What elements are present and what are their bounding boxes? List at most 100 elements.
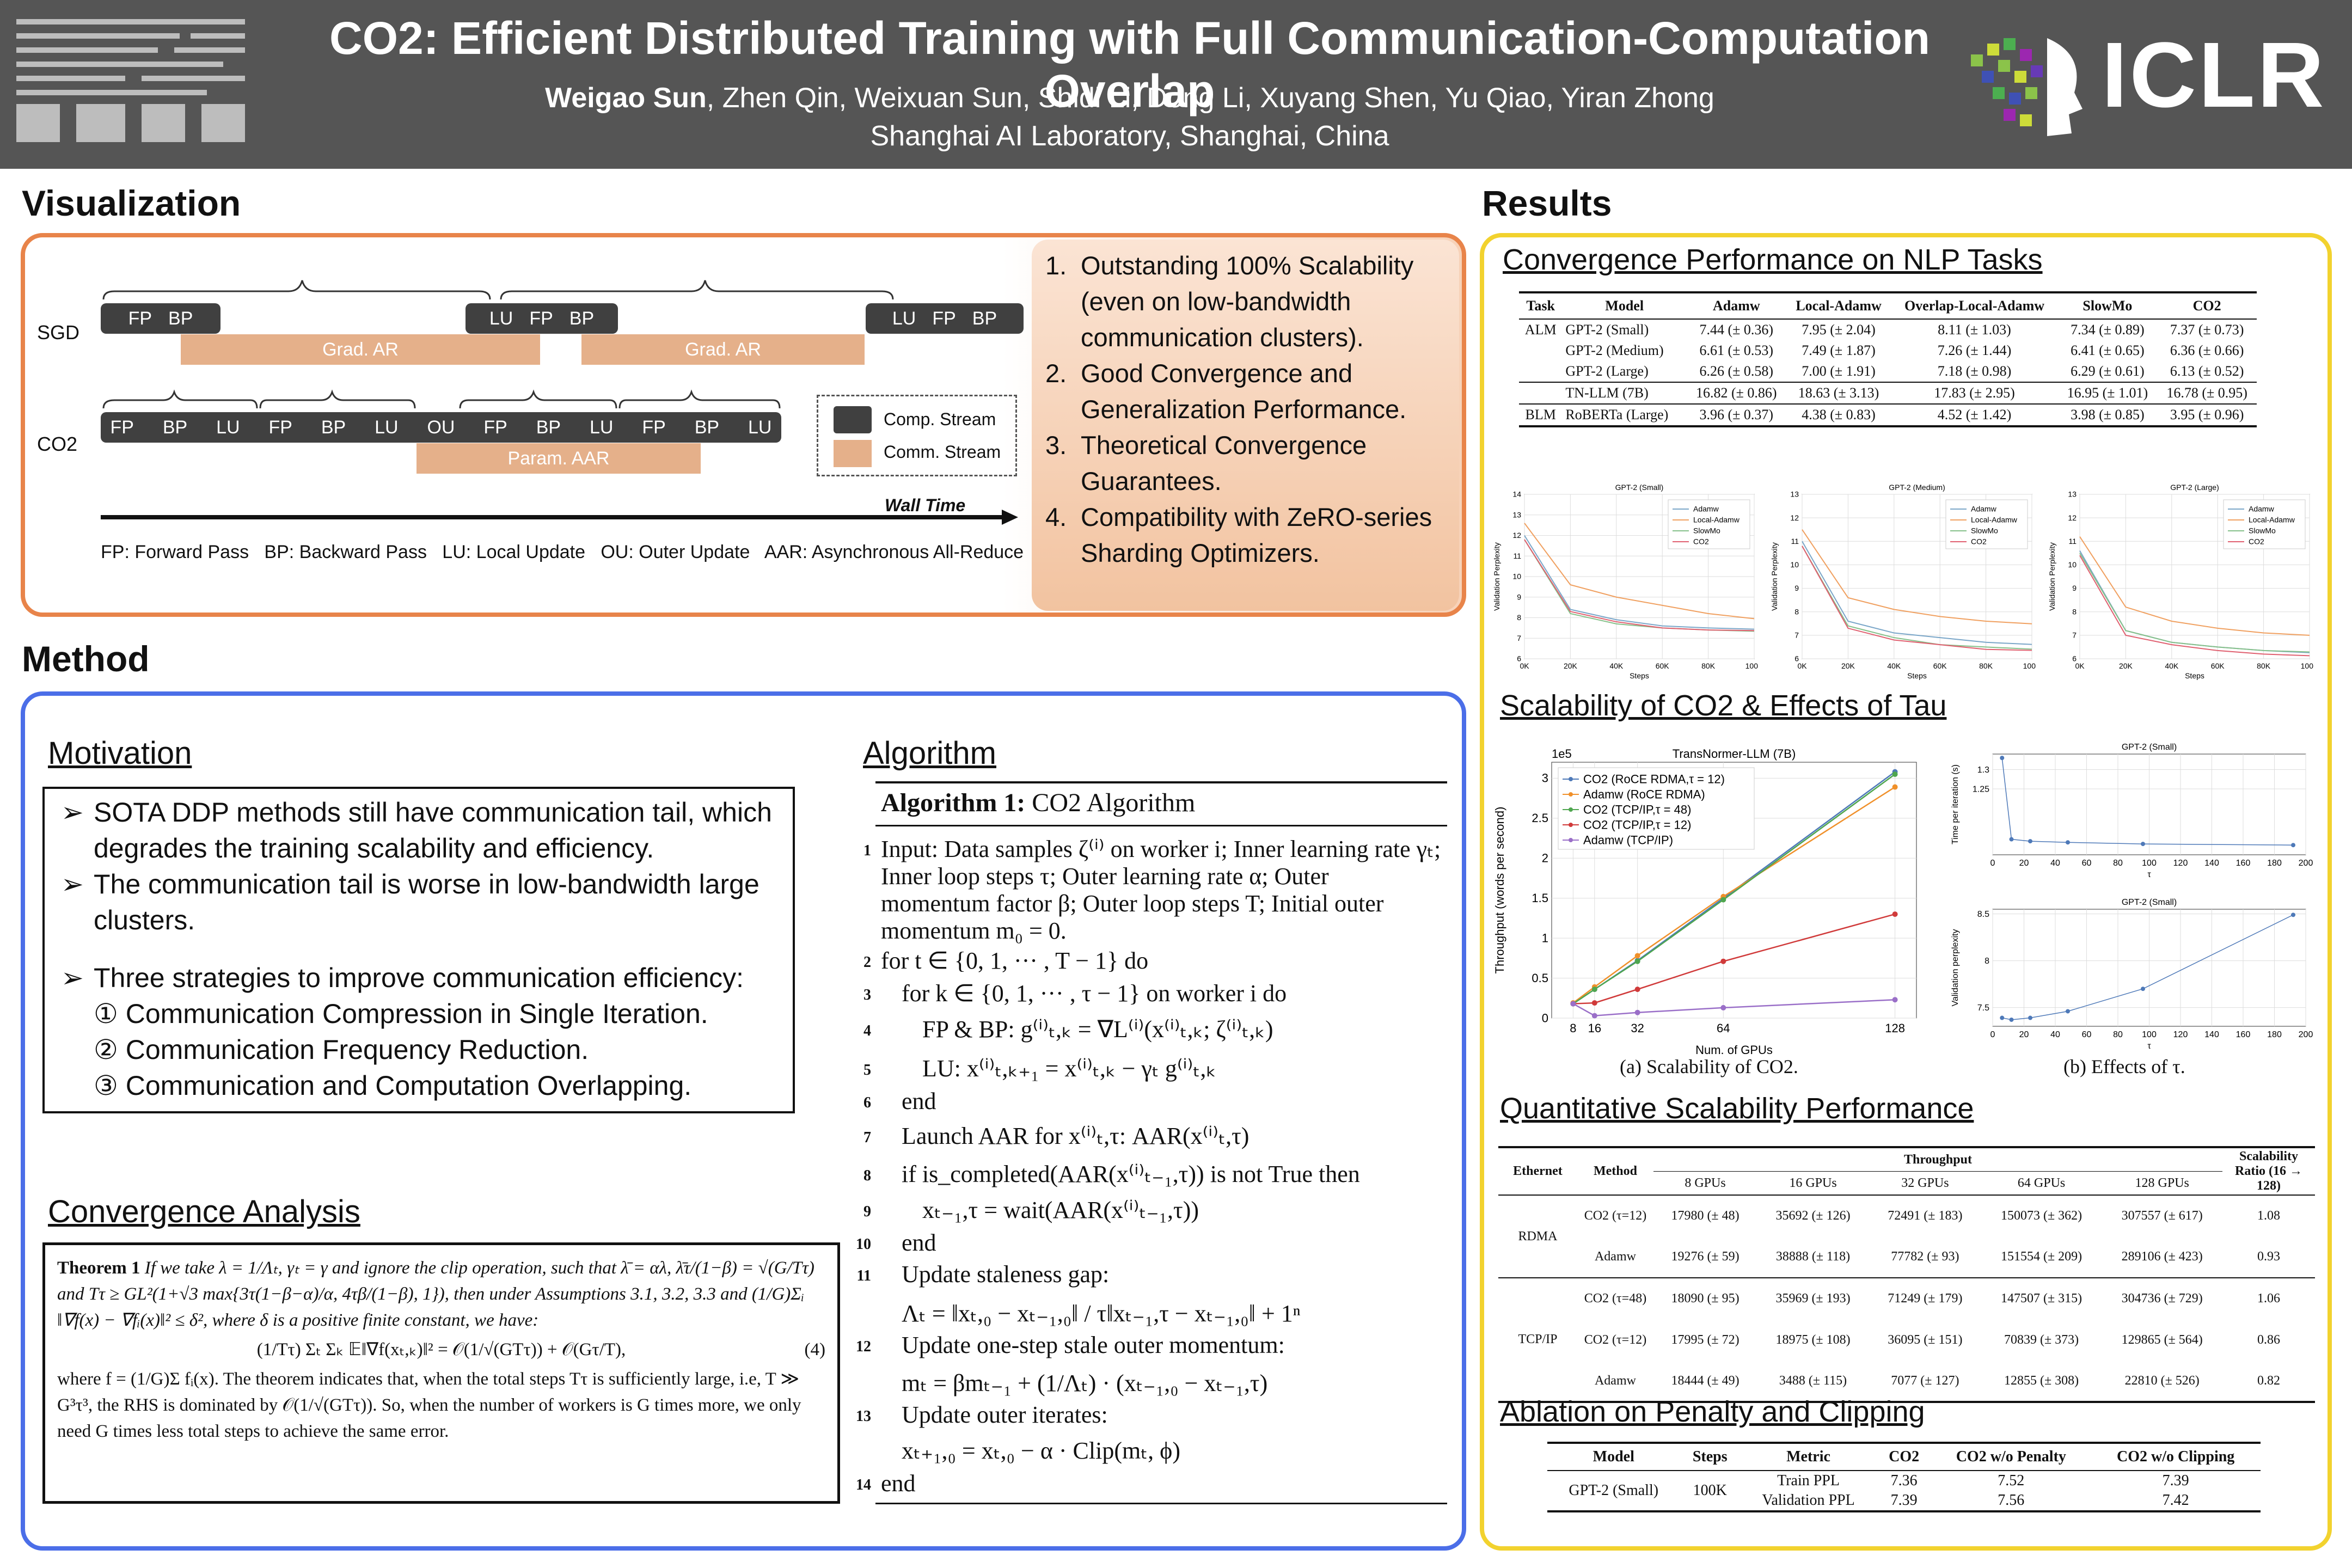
x-tick-label: 40 [2050, 859, 2060, 868]
table-header-row: 8 GPUs 16 GPUs 32 GPUs 64 GPUs 128 GPUs [1498, 1172, 2315, 1195]
data-point [1892, 911, 1898, 917]
y-tick-label: 10 [1512, 572, 1521, 581]
legend-label: Adamw [2249, 505, 2275, 513]
algorithm-caption: Algorithm 1: CO2 Algorithm [881, 788, 1195, 818]
column-header: Overlap-Local-Adamw [1891, 292, 2058, 320]
y-tick-label: 10 [2068, 560, 2077, 569]
x-tick-label: 200 [2299, 859, 2313, 868]
x-axis-label: Steps [2185, 671, 2204, 680]
data-point [1591, 987, 1597, 993]
affiliation: Shanghai AI Laboratory, Shanghai, China [870, 120, 1389, 152]
table-cell: 7077 (± 127) [1891, 1373, 1959, 1388]
y-tick-label: 13 [1790, 490, 1799, 499]
legend-marker [1569, 792, 1573, 797]
wall-time-label: Wall Time [885, 495, 966, 515]
algorithm-title: Algorithm [863, 736, 996, 771]
x-tick-label: 20 [2019, 1030, 2029, 1039]
column-header: Adamw [1686, 292, 1786, 320]
algo-rule-bottom [875, 1503, 1447, 1504]
algo-line-text: end [902, 1229, 936, 1256]
table-cell: 6.41 (± 0.65) [2071, 342, 2145, 358]
bp-label: BP [321, 416, 346, 438]
table-cell: 0.82 [2257, 1373, 2280, 1388]
algo-rule-mid [875, 825, 1447, 826]
iteration-braces [102, 280, 894, 409]
column-header: CO2 [1889, 1448, 1920, 1465]
algo-line-text: mₜ = βmₜ₋₁ + (1/Λₜ) · (xₜ₋₁,₀ − xₜ₋₁,τ) [902, 1370, 1268, 1396]
table-cell: CO2 (τ=48) [1584, 1291, 1647, 1306]
x-tick-label: 64 [1717, 1021, 1730, 1035]
algo-line-number: 13 [856, 1408, 871, 1425]
theorem-label: Theorem 1 [57, 1258, 140, 1278]
table-cell: RoBERTa (Large) [1565, 407, 1669, 422]
y-tick-label: 9 [1517, 592, 1521, 601]
table-cell: 6.61 (± 0.53) [1699, 342, 1774, 358]
algo-line-text: xₜ₋₁,τ = wait(AAR(x⁽ⁱ⁾ₜ₋₁,τ)) [922, 1197, 1199, 1223]
method-heading: Method [22, 639, 150, 679]
column-header: Model [1562, 292, 1687, 320]
y-tick-label: 8 [2072, 607, 2077, 616]
algo-line-number: 9 [863, 1203, 871, 1220]
table-cell: 7.39 [1890, 1492, 1918, 1509]
table-cell: 12855 (± 308) [2004, 1373, 2079, 1388]
series-line [2079, 553, 2310, 653]
x-tick-label: 32 [1631, 1021, 1644, 1035]
x-tick-label: 100 [2142, 859, 2157, 868]
x-axis-label: Steps [1907, 671, 1927, 680]
y-tick-label: 13 [2068, 490, 2077, 499]
x-tick-label: 80 [2113, 1030, 2123, 1039]
caption-a: (a) Scalability of CO2. [1620, 1056, 1798, 1077]
column-header: CO2 [2157, 292, 2257, 320]
scalability-title: Scalability of CO2 & Effects of Tau [1500, 689, 1947, 722]
theorem-text: If we take λ = 1/Λₜ, γₜ = γ and ignore t… [57, 1258, 814, 1330]
tau-charts: 1.25 1.3 0 20 40 60 80 100 120 140 160 180 200 GPT-2 … [1949, 738, 2314, 1064]
x-axis-label: Steps [1630, 671, 1649, 680]
table-cell: GPT-2 (Small) [1565, 322, 1649, 338]
table-cell: 304736 (± 729) [2121, 1291, 2203, 1306]
x-tick-label: 120 [2173, 1030, 2188, 1039]
x-tick-label: 0 [1990, 859, 1995, 868]
data-point [2066, 1009, 2070, 1014]
poster-title: CO2: Efficient Distributed Training with… [329, 13, 1930, 117]
table-cell: 7.95 (± 2.04) [1802, 322, 1876, 338]
y-tick-label: 2 [1542, 852, 1548, 865]
table-row: GPT-2 (Large) 6.26 (± 0.58) 7.00 (± 1.91) 7… [1519, 361, 2257, 382]
y-tick-label: 12 [2068, 513, 2077, 522]
series-line [1802, 529, 2032, 624]
series-line [1802, 541, 2032, 645]
method-panel [21, 691, 1466, 1551]
x-tick-label: 180 [2267, 859, 2282, 868]
algo-line-number: 5 [863, 1062, 871, 1079]
table-cell: 17.83 (± 2.95) [1934, 385, 2015, 401]
x-tick-label: 160 [2236, 1030, 2251, 1039]
table-cell: 7.56 [1998, 1492, 2025, 1509]
legend-label: Adamw [1693, 505, 1719, 513]
x-tick-label: 40K [1887, 661, 1901, 670]
table-cell: 307557 (± 617) [2121, 1209, 2203, 1223]
y-tick-label: 2.5 [1532, 811, 1548, 825]
y-tick-label: 10 [1790, 560, 1799, 569]
table-cell: 77782 (± 93) [1891, 1250, 1959, 1264]
table-row: GPT-2 (Small) 100K Train PPL 7.36 7.52 7.39 [1547, 1471, 2261, 1499]
column-header: Ethernet [1513, 1164, 1563, 1178]
table-row: Validation PPL 7.39 7.56 7.42 [1547, 1491, 2261, 1511]
chart-svg: 6 7 8 9 10 11 12 13 0K 20K 40K 60K 80K 100K GPT-2 (Lar… [2048, 483, 2314, 680]
lu-label: LU [489, 308, 513, 329]
lu-label: LU [748, 416, 772, 438]
legend-comp-label: Comp. Stream [884, 409, 996, 429]
column-header: Local-Adamw [1786, 292, 1891, 320]
table-cell: BLM [1525, 407, 1556, 422]
x-tick-label: 60K [1656, 661, 1670, 670]
table-header-row: Model Steps Metric CO2 CO2 w/o Penalty CO2 w/… [1547, 1443, 2261, 1471]
x-tick-label: 0K [1520, 661, 1529, 670]
data-point [1892, 771, 1898, 777]
table-cell: 6.36 (± 0.66) [2170, 342, 2244, 358]
y-tick-label: 12 [1790, 513, 1799, 522]
legend-label: CO2 (TCP/IP,τ = 48) [1583, 803, 1691, 816]
legend-marker [1569, 838, 1573, 842]
table-cell: 18.63 (± 3.13) [1798, 385, 1879, 401]
algo-label: Algorithm 1: [881, 788, 1026, 817]
table-cell [1519, 382, 1562, 404]
algo-line-text: end [881, 1470, 916, 1497]
table-cell: Validation PPL [1762, 1492, 1855, 1509]
